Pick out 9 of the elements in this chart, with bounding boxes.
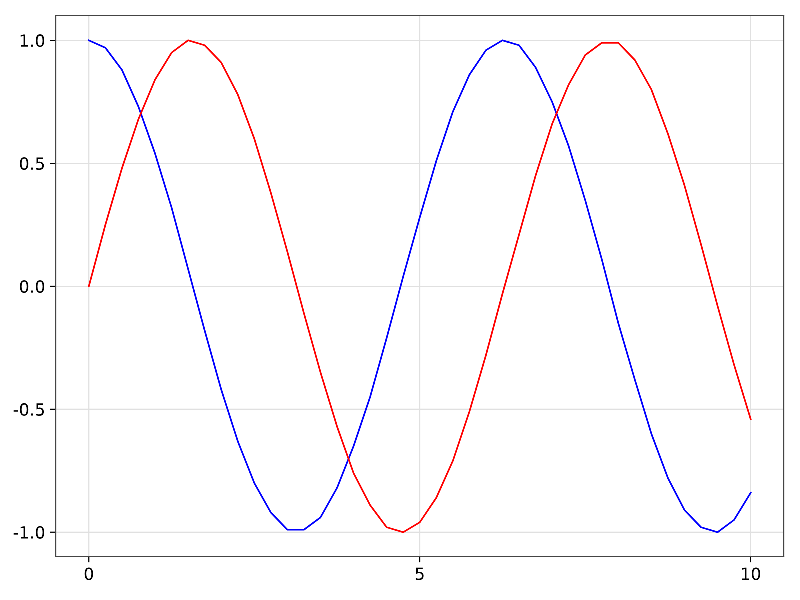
x-tick-label: 0 bbox=[84, 568, 94, 580]
y-tick-label: -1.0 bbox=[14, 526, 44, 539]
x-tick-label: 10 bbox=[742, 568, 760, 580]
y-tick-label: 0.0 bbox=[20, 280, 44, 294]
y-tick-label: -0.5 bbox=[14, 403, 44, 416]
x-tick-label: 5 bbox=[416, 568, 424, 580]
line-series bbox=[88, 40, 752, 534]
y-tick-label: 1.0 bbox=[20, 34, 44, 48]
y-tick-label: 0.5 bbox=[20, 158, 44, 170]
